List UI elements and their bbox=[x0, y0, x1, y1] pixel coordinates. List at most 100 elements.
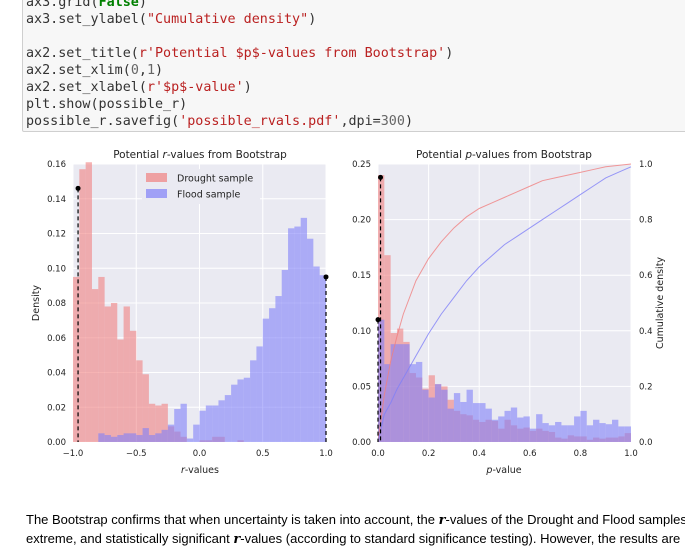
code-cell[interactable]: ax3.grid(False) ax3.set_ylabel("Cumulati… bbox=[0, 0, 685, 132]
right-flood-bar bbox=[548, 425, 556, 442]
legend-swatch-flood bbox=[146, 189, 167, 198]
right-y-tick-labels: 0.00 0.05 0.10 0.15 0.20 0.25 bbox=[352, 160, 371, 448]
chart-p-values: 0.00 0.05 0.10 0.15 0.20 0.25 0.0 0.2 0.4 0.6 0.8… bbox=[352, 149, 666, 476]
right-flood-bar bbox=[447, 408, 454, 442]
right-y-tick-label: 0.00 bbox=[352, 438, 371, 448]
right-marker-point bbox=[378, 174, 384, 180]
right-flood-bar bbox=[529, 428, 537, 442]
left-y-tick-label: 0.16 bbox=[47, 160, 66, 170]
left-x-tick-label: 0.0 bbox=[193, 449, 207, 459]
code-line: plt.show(possible_r) bbox=[26, 97, 187, 112]
right-flood-bar bbox=[415, 361, 423, 442]
left-y-tick-label: 0.10 bbox=[47, 264, 66, 274]
left-flood-bar bbox=[148, 435, 156, 442]
left-flood-bar bbox=[231, 384, 238, 442]
left-x-tick-labels: −1.0 −0.5 0.0 0.5 1.0 bbox=[63, 449, 333, 459]
left-flood-bar bbox=[98, 433, 105, 442]
left-y-tick-label: 0.08 bbox=[47, 299, 66, 309]
code-token: r'Potential $p$-values from Bootstrap' bbox=[138, 46, 446, 61]
right-x-tick-label: 0.0 bbox=[371, 449, 385, 459]
right-title: Potential p-values from Bootstrap bbox=[416, 149, 592, 161]
left-y-tick-label: 0.06 bbox=[47, 334, 66, 344]
left-flood-bar bbox=[218, 400, 225, 442]
code-token: ) bbox=[243, 80, 252, 95]
left-x-tick-label: 0.5 bbox=[256, 449, 270, 459]
left-flood-bar bbox=[180, 403, 187, 442]
left-flood-bar bbox=[288, 228, 295, 442]
left-x-tick-label: −1.0 bbox=[63, 449, 84, 459]
left-marker-point bbox=[75, 185, 81, 191]
right-flood-bar bbox=[466, 389, 473, 442]
right-flood-bar bbox=[510, 407, 518, 442]
code-token: 1 bbox=[146, 63, 155, 78]
right-y-tick-label: 0.25 bbox=[352, 160, 371, 170]
right-flood-bar bbox=[605, 424, 613, 442]
right-flood-bar bbox=[586, 425, 594, 442]
left-y-axis-label: Density bbox=[31, 285, 42, 321]
right-flood-bar bbox=[485, 408, 492, 442]
left-drought-bar bbox=[104, 306, 111, 442]
right-flood-bar bbox=[593, 419, 600, 442]
left-y-tick-label: 0.02 bbox=[47, 403, 66, 413]
right-y2-tick-label: 0.6 bbox=[639, 271, 653, 281]
right-flood-bar bbox=[460, 401, 467, 442]
left-x-tick-label: 1.0 bbox=[319, 449, 333, 459]
right-flood-bar bbox=[561, 425, 568, 442]
code-token: ) bbox=[138, 0, 147, 10]
right-x-tick-labels: 0.0 0.2 0.4 0.6 0.8 1.0 bbox=[371, 449, 638, 459]
legend-label-flood: Flood sample bbox=[177, 190, 240, 201]
left-flood-bar bbox=[174, 408, 181, 442]
right-bars bbox=[378, 175, 631, 442]
left-drought-bar bbox=[73, 276, 80, 442]
figure-output: 0.00 0.02 0.04 0.06 0.08 0.10 0.12 0.14 0.16 −1.… bbox=[31, 149, 666, 476]
left-marker-point bbox=[323, 274, 329, 280]
right-title-var: p bbox=[464, 149, 472, 161]
code-token: ,dpi= bbox=[340, 114, 381, 129]
right-y-tick-label: 0.05 bbox=[352, 382, 371, 392]
right-cdf-lines bbox=[377, 163, 632, 443]
right-y-tick-label: 0.10 bbox=[352, 327, 371, 337]
right-flood-bar bbox=[403, 344, 410, 442]
right-x-tick-label: 1.0 bbox=[624, 449, 638, 459]
right-y2-tick-label: 1.0 bbox=[639, 160, 653, 170]
code-token: r'$p$-value' bbox=[146, 80, 244, 95]
right-flood-bar bbox=[453, 393, 461, 442]
right-flood-bar bbox=[390, 344, 397, 442]
code-token: plt.show(possible_r) bbox=[26, 97, 188, 112]
code-token: ax3.grid( bbox=[26, 0, 99, 10]
left-flood-bar bbox=[193, 424, 200, 442]
right-y-tick-label: 0.20 bbox=[352, 216, 371, 226]
explanation-part-3: extreme, and statistically significant bbox=[26, 531, 234, 546]
code-input-area[interactable] bbox=[22, 0, 685, 132]
left-title: Potential r-values from Bootstrap bbox=[113, 149, 287, 161]
left-drought-bar bbox=[155, 405, 162, 442]
code-token: ) bbox=[155, 63, 164, 78]
code-token: ) bbox=[308, 12, 317, 27]
left-flood-bar bbox=[269, 308, 276, 442]
right-flood-bar bbox=[498, 416, 505, 442]
left-flood-bar bbox=[307, 238, 314, 442]
right-x-tick-label: 0.2 bbox=[422, 449, 436, 459]
legend-swatch-drought bbox=[146, 173, 167, 182]
right-flood-bar bbox=[434, 384, 442, 442]
explanation-text: The Bootstrap confirms that when uncerta… bbox=[26, 511, 685, 549]
code-token: ) bbox=[445, 46, 454, 61]
left-flood-bar bbox=[155, 433, 162, 442]
right-flood-bar bbox=[491, 419, 499, 442]
code-token: 0 bbox=[130, 63, 139, 78]
left-title-before: Potential bbox=[113, 149, 162, 161]
left-drought-bar bbox=[91, 289, 99, 442]
left-xlabel-after: -values bbox=[185, 465, 219, 476]
left-flood-bar bbox=[243, 377, 251, 442]
left-flood-bar bbox=[319, 275, 326, 442]
left-y-tick-labels: 0.00 0.02 0.04 0.06 0.08 0.10 0.12 0.14 0.16 bbox=[47, 160, 66, 448]
left-flood-bar bbox=[129, 433, 137, 442]
left-y-tick-label: 0.14 bbox=[47, 195, 66, 205]
code-line: possible_r.savefig('possible_rvals.pdf',… bbox=[26, 114, 413, 129]
right-flood-bar bbox=[378, 319, 385, 442]
left-drought-bar bbox=[98, 276, 105, 442]
left-markers bbox=[75, 185, 329, 442]
code-token: 300 bbox=[380, 114, 405, 129]
chart-r-values: 0.00 0.02 0.04 0.06 0.08 0.10 0.12 0.14 0.16 −1.… bbox=[31, 149, 333, 476]
left-drought-bar bbox=[79, 169, 86, 442]
